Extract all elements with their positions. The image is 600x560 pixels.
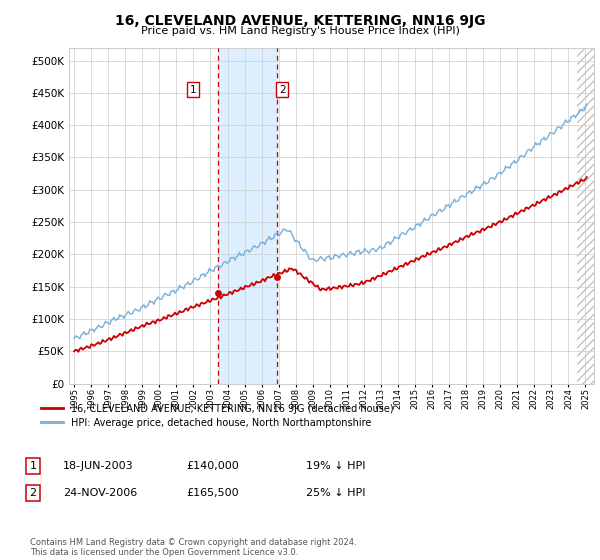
Text: 24-NOV-2006: 24-NOV-2006: [63, 488, 137, 498]
Text: Contains HM Land Registry data © Crown copyright and database right 2024.
This d: Contains HM Land Registry data © Crown c…: [30, 538, 356, 557]
Text: £165,500: £165,500: [186, 488, 239, 498]
Legend: 16, CLEVELAND AVENUE, KETTERING, NN16 9JG (detached house), HPI: Average price, : 16, CLEVELAND AVENUE, KETTERING, NN16 9J…: [38, 400, 397, 432]
Text: 19% ↓ HPI: 19% ↓ HPI: [306, 461, 365, 471]
Text: 16, CLEVELAND AVENUE, KETTERING, NN16 9JG: 16, CLEVELAND AVENUE, KETTERING, NN16 9J…: [115, 14, 485, 28]
Text: £140,000: £140,000: [186, 461, 239, 471]
Text: 2: 2: [279, 85, 286, 95]
Bar: [577, 48, 594, 384]
Text: Price paid vs. HM Land Registry's House Price Index (HPI): Price paid vs. HM Land Registry's House …: [140, 26, 460, 36]
Text: 2: 2: [29, 488, 37, 498]
Bar: [577, 48, 594, 384]
Text: 18-JUN-2003: 18-JUN-2003: [63, 461, 134, 471]
Text: 1: 1: [190, 85, 196, 95]
Bar: [218, 48, 277, 384]
Text: 1: 1: [29, 461, 37, 471]
Text: 25% ↓ HPI: 25% ↓ HPI: [306, 488, 365, 498]
